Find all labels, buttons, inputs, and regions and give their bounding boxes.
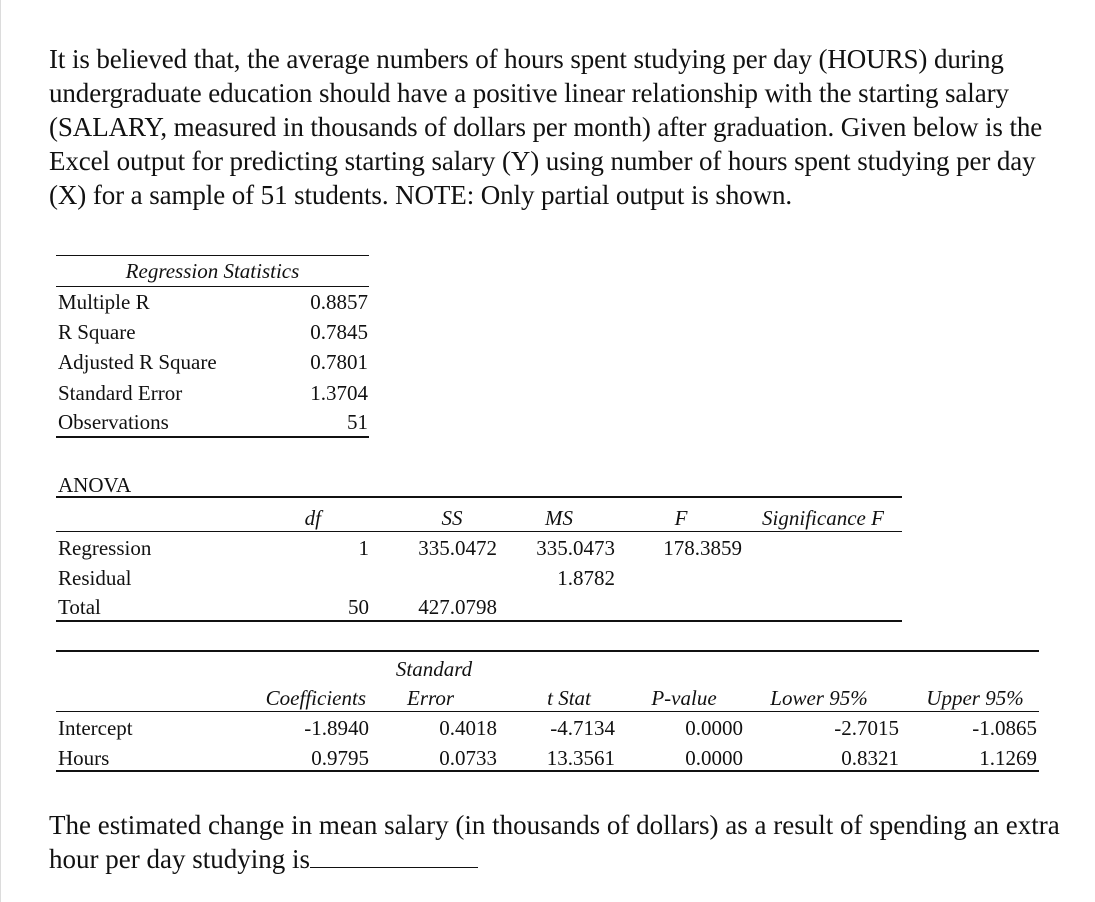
table-rule bbox=[56, 436, 369, 438]
stat-value: 0.8857 bbox=[310, 290, 368, 314]
coef-header-lower-95: Lower 95% bbox=[770, 686, 868, 710]
question-intro: It is believed that, the average numbers… bbox=[49, 44, 1043, 210]
stat-label: R Square bbox=[58, 320, 136, 344]
stat-value: 1.3704 bbox=[310, 381, 368, 405]
coef-row-label: Hours bbox=[58, 746, 110, 770]
stat-label: Multiple R bbox=[58, 290, 150, 314]
anova-row-label: Total bbox=[58, 595, 101, 619]
stat-value: 0.7801 bbox=[310, 350, 368, 374]
coef-lower-95: 0.8321 bbox=[841, 746, 899, 770]
anova-header-significance-f: Significance F bbox=[762, 506, 884, 530]
anova-row-label: Residual bbox=[58, 566, 132, 590]
coef-header-coefficients: Coefficients bbox=[265, 686, 366, 710]
anova-df: 50 bbox=[348, 595, 369, 619]
answer-prompt-text: The estimated change in mean salary (in … bbox=[49, 810, 1060, 874]
anova-title: ANOVA bbox=[58, 473, 132, 497]
coef-header-t-stat: t Stat bbox=[547, 686, 591, 710]
stat-label: Adjusted R Square bbox=[58, 350, 217, 374]
coef-header-p-value: P-value bbox=[651, 686, 717, 710]
coef-header-upper-95: Upper 95% bbox=[926, 686, 1024, 710]
coef-upper-95: -1.0865 bbox=[972, 716, 1037, 740]
coef-p-value: 0.0000 bbox=[685, 716, 743, 740]
stat-value: 0.7845 bbox=[310, 320, 368, 344]
anova-df: 1 bbox=[358, 536, 370, 560]
coef-t-stat: 13.3561 bbox=[546, 746, 615, 770]
table-rule bbox=[56, 650, 1039, 652]
coef-p-value: 0.0000 bbox=[685, 746, 743, 770]
table-rule bbox=[56, 496, 902, 498]
anova-ms: 335.0473 bbox=[536, 536, 615, 560]
anova-row-label: Regression bbox=[58, 536, 152, 560]
coef-lower-95: -2.7015 bbox=[834, 716, 899, 740]
anova-header-ms: MS bbox=[545, 506, 573, 530]
stat-value: 51 bbox=[347, 410, 368, 434]
stat-label: Observations bbox=[58, 410, 169, 434]
anova-ss: 427.0798 bbox=[418, 595, 497, 619]
anova-header-df: df bbox=[304, 506, 321, 530]
anova-f: 178.3859 bbox=[663, 536, 742, 560]
coef-row-label: Intercept bbox=[58, 716, 133, 740]
coef-value: 0.9795 bbox=[311, 746, 369, 770]
table-rule bbox=[56, 770, 1039, 772]
coef-t-stat: -4.7134 bbox=[550, 716, 615, 740]
table-rule bbox=[56, 620, 902, 622]
anova-header-f: F bbox=[674, 506, 688, 530]
coef-header-error: Error bbox=[407, 686, 455, 710]
anova-ss: 335.0472 bbox=[418, 536, 497, 560]
coef-se: 0.4018 bbox=[439, 716, 497, 740]
anova-header-ss: SS bbox=[441, 506, 463, 530]
table-rule bbox=[56, 711, 1039, 712]
regression-statistics-title: Regression Statistics bbox=[125, 259, 300, 283]
stat-label: Standard Error bbox=[58, 381, 183, 405]
coef-header-standard: Standard bbox=[395, 657, 473, 681]
table-rule bbox=[56, 286, 369, 287]
coef-se: 0.0733 bbox=[439, 746, 497, 770]
answer-blank[interactable] bbox=[309, 843, 478, 868]
table-rule bbox=[56, 531, 902, 532]
coef-upper-95: 1.1269 bbox=[979, 746, 1037, 770]
answer-prompt: The estimated change in mean salary (in … bbox=[49, 808, 1069, 876]
table-rule bbox=[56, 255, 369, 256]
anova-ms: 1.8782 bbox=[557, 566, 615, 590]
coef-value: -1.8940 bbox=[304, 716, 369, 740]
